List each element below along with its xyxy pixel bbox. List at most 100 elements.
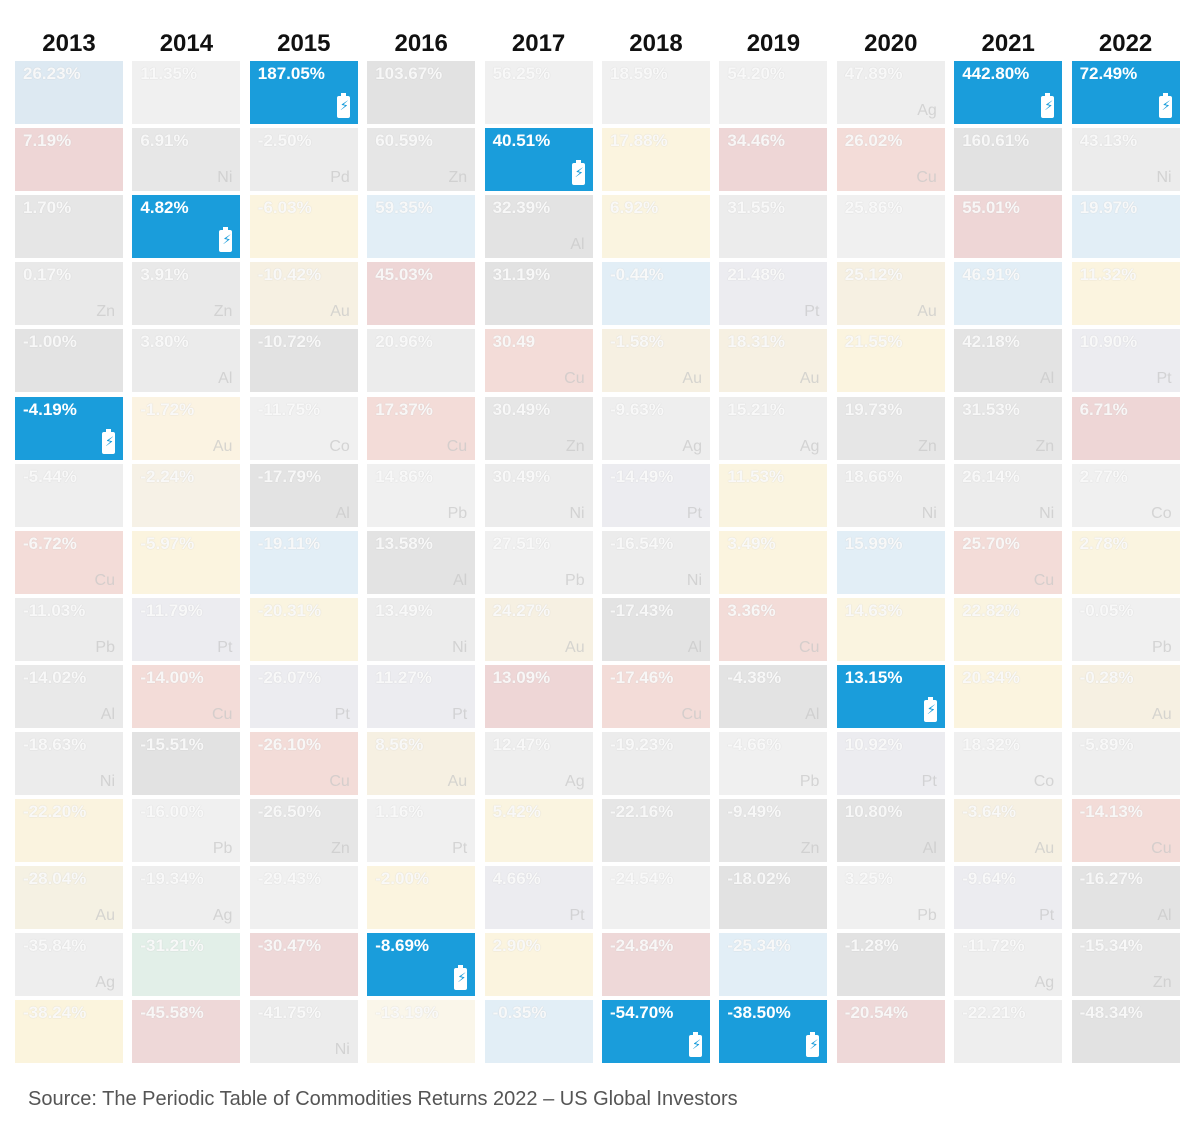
return-value: 43.13% — [1079, 131, 1138, 151]
return-cell: 25.12% Au — [836, 262, 945, 326]
return-value: -35.84% — [23, 936, 87, 956]
return-cell: 59.35% — [367, 195, 476, 259]
commodity-symbol: Pt — [217, 638, 233, 656]
commodity-symbol: Cu — [94, 571, 115, 589]
return-cell: -41.75% Ni — [249, 1000, 358, 1064]
return-cell: 10.80% Al — [836, 799, 945, 863]
return-cell: 13.49% Ni — [367, 597, 476, 661]
return-cell: -22.20% — [15, 799, 123, 863]
commodity-symbol: Cu — [1151, 840, 1172, 858]
return-cell: -14.49% Pt — [602, 463, 710, 527]
commodity-symbol: Ni — [1039, 504, 1055, 522]
commodity-symbol: Pt — [921, 773, 937, 790]
commodity-symbol: Ni — [686, 571, 702, 589]
return-cell: 11.32% — [1071, 262, 1180, 326]
commodity-symbol: Ag — [212, 907, 233, 925]
return-cell: -3.64% Au — [954, 799, 1063, 863]
return-value: 3.80% — [140, 332, 189, 352]
return-cell: 31.55% — [719, 195, 828, 259]
return-value: -11.79% — [140, 600, 203, 620]
commodity-symbol: Pd — [330, 169, 350, 187]
return-cell: 47.89% Ag — [836, 61, 945, 124]
commodity-symbol: Al — [687, 638, 702, 656]
return-value: 45.03% — [375, 265, 433, 285]
return-value: -11.75% — [257, 399, 321, 419]
return-value: 13.09% — [492, 667, 551, 687]
return-value: -11.72% — [962, 936, 1025, 956]
return-cell: 26.23% — [15, 61, 123, 124]
return-value: -0.28% — [1079, 667, 1134, 687]
return-cell: 20.96% — [367, 329, 476, 393]
return-value: -11.03% — [23, 600, 86, 620]
return-value: -17.43% — [610, 600, 674, 620]
return-value: -14.49% — [610, 466, 674, 486]
return-cell: 3.49% — [719, 530, 828, 594]
year-header: 2016 — [394, 30, 448, 57]
return-value: 21.48% — [727, 265, 786, 285]
return-value: -6.72% — [23, 533, 77, 553]
return-cell: 24.27% Au — [484, 597, 593, 661]
return-cell: 18.31% Au — [719, 329, 828, 393]
return-cell: -13.19% — [367, 1000, 476, 1064]
commodity-returns-table: 2013 2014 2015 2016 2017 2018 2019 2020 2021 2022… — [15, 30, 1180, 1064]
return-value: -18.02% — [727, 869, 791, 889]
return-cell: 45.03% — [367, 262, 476, 326]
highlighted-cell: -4.19% ⚡ — [15, 396, 123, 460]
return-cell: -26.10% Cu — [249, 732, 358, 795]
battery-icon: ⚡ — [1158, 93, 1172, 118]
return-value: 30.49% — [492, 399, 551, 419]
return-value: -20.54% — [844, 1003, 909, 1023]
return-cell: -6.03% — [249, 195, 358, 259]
return-cell: 10.92% Pt — [836, 732, 945, 795]
commodity-symbol: Pt — [686, 504, 702, 522]
commodity-symbol: Zn — [1152, 974, 1172, 992]
return-cell: -5.89% — [1071, 732, 1180, 795]
commodity-symbol: Au — [330, 303, 350, 321]
highlighted-cell: 13.15% ⚡ — [836, 664, 945, 728]
return-cell: -20.31% — [249, 597, 358, 661]
return-cell: -48.34% — [1071, 1000, 1180, 1064]
commodity-symbol: Ag — [917, 102, 937, 119]
return-value: 160.61% — [962, 131, 1030, 151]
return-cell: -1.00% — [15, 329, 123, 393]
return-cell: 17.37% Cu — [367, 396, 476, 460]
return-cell: 6.91% Ni — [132, 128, 241, 192]
return-cell: 15.99% — [836, 530, 945, 594]
return-cell: -38.24% — [15, 1000, 123, 1064]
return-cell: -19.11% — [249, 530, 358, 594]
return-cell: 31.53% Zn — [954, 396, 1063, 460]
return-cell: 18.59% — [602, 61, 710, 124]
return-value: -15.34% — [1079, 936, 1143, 956]
return-value: 25.70% — [962, 533, 1020, 553]
return-value: -2.50% — [257, 131, 312, 151]
year-header: 2017 — [511, 30, 566, 57]
return-cell: -25.34% — [719, 933, 828, 997]
commodity-symbol: Cu — [329, 773, 350, 790]
commodity-symbol: Pt — [804, 303, 820, 321]
return-cell: -2.24% — [132, 463, 241, 527]
return-value: -22.20% — [23, 802, 87, 822]
return-cell: 12.47% Ag — [484, 732, 593, 795]
return-value: 26.14% — [962, 466, 1020, 486]
commodity-symbol: Zn — [213, 303, 233, 321]
commodity-symbol: Pb — [1152, 638, 1172, 656]
return-value: -3.64% — [962, 802, 1017, 822]
return-cell: -22.21% — [954, 1000, 1063, 1064]
commodity-symbol: Pb — [799, 773, 820, 790]
commodity-symbol: Au — [1152, 705, 1172, 723]
return-value: 2.77% — [1079, 466, 1128, 486]
return-cell: 14.63% — [836, 597, 945, 661]
return-value: -28.04% — [23, 869, 87, 889]
battery-icon: ⚡ — [454, 965, 468, 991]
return-value: 3.49% — [727, 533, 776, 553]
commodity-symbol: Pb — [565, 571, 585, 589]
return-value: 2.90% — [492, 936, 541, 956]
return-cell: -16.54% Ni — [602, 530, 710, 594]
lightning-bolt-icon: ⚡ — [339, 99, 349, 114]
highlighted-cell: 4.82% ⚡ — [132, 195, 241, 259]
return-value: -14.13% — [1079, 802, 1143, 822]
commodity-symbol: Zn — [1035, 437, 1055, 455]
lightning-bolt-icon: ⚡ — [574, 166, 584, 182]
return-cell: -0.44% — [602, 262, 710, 326]
return-value: 25.86% — [844, 198, 903, 218]
